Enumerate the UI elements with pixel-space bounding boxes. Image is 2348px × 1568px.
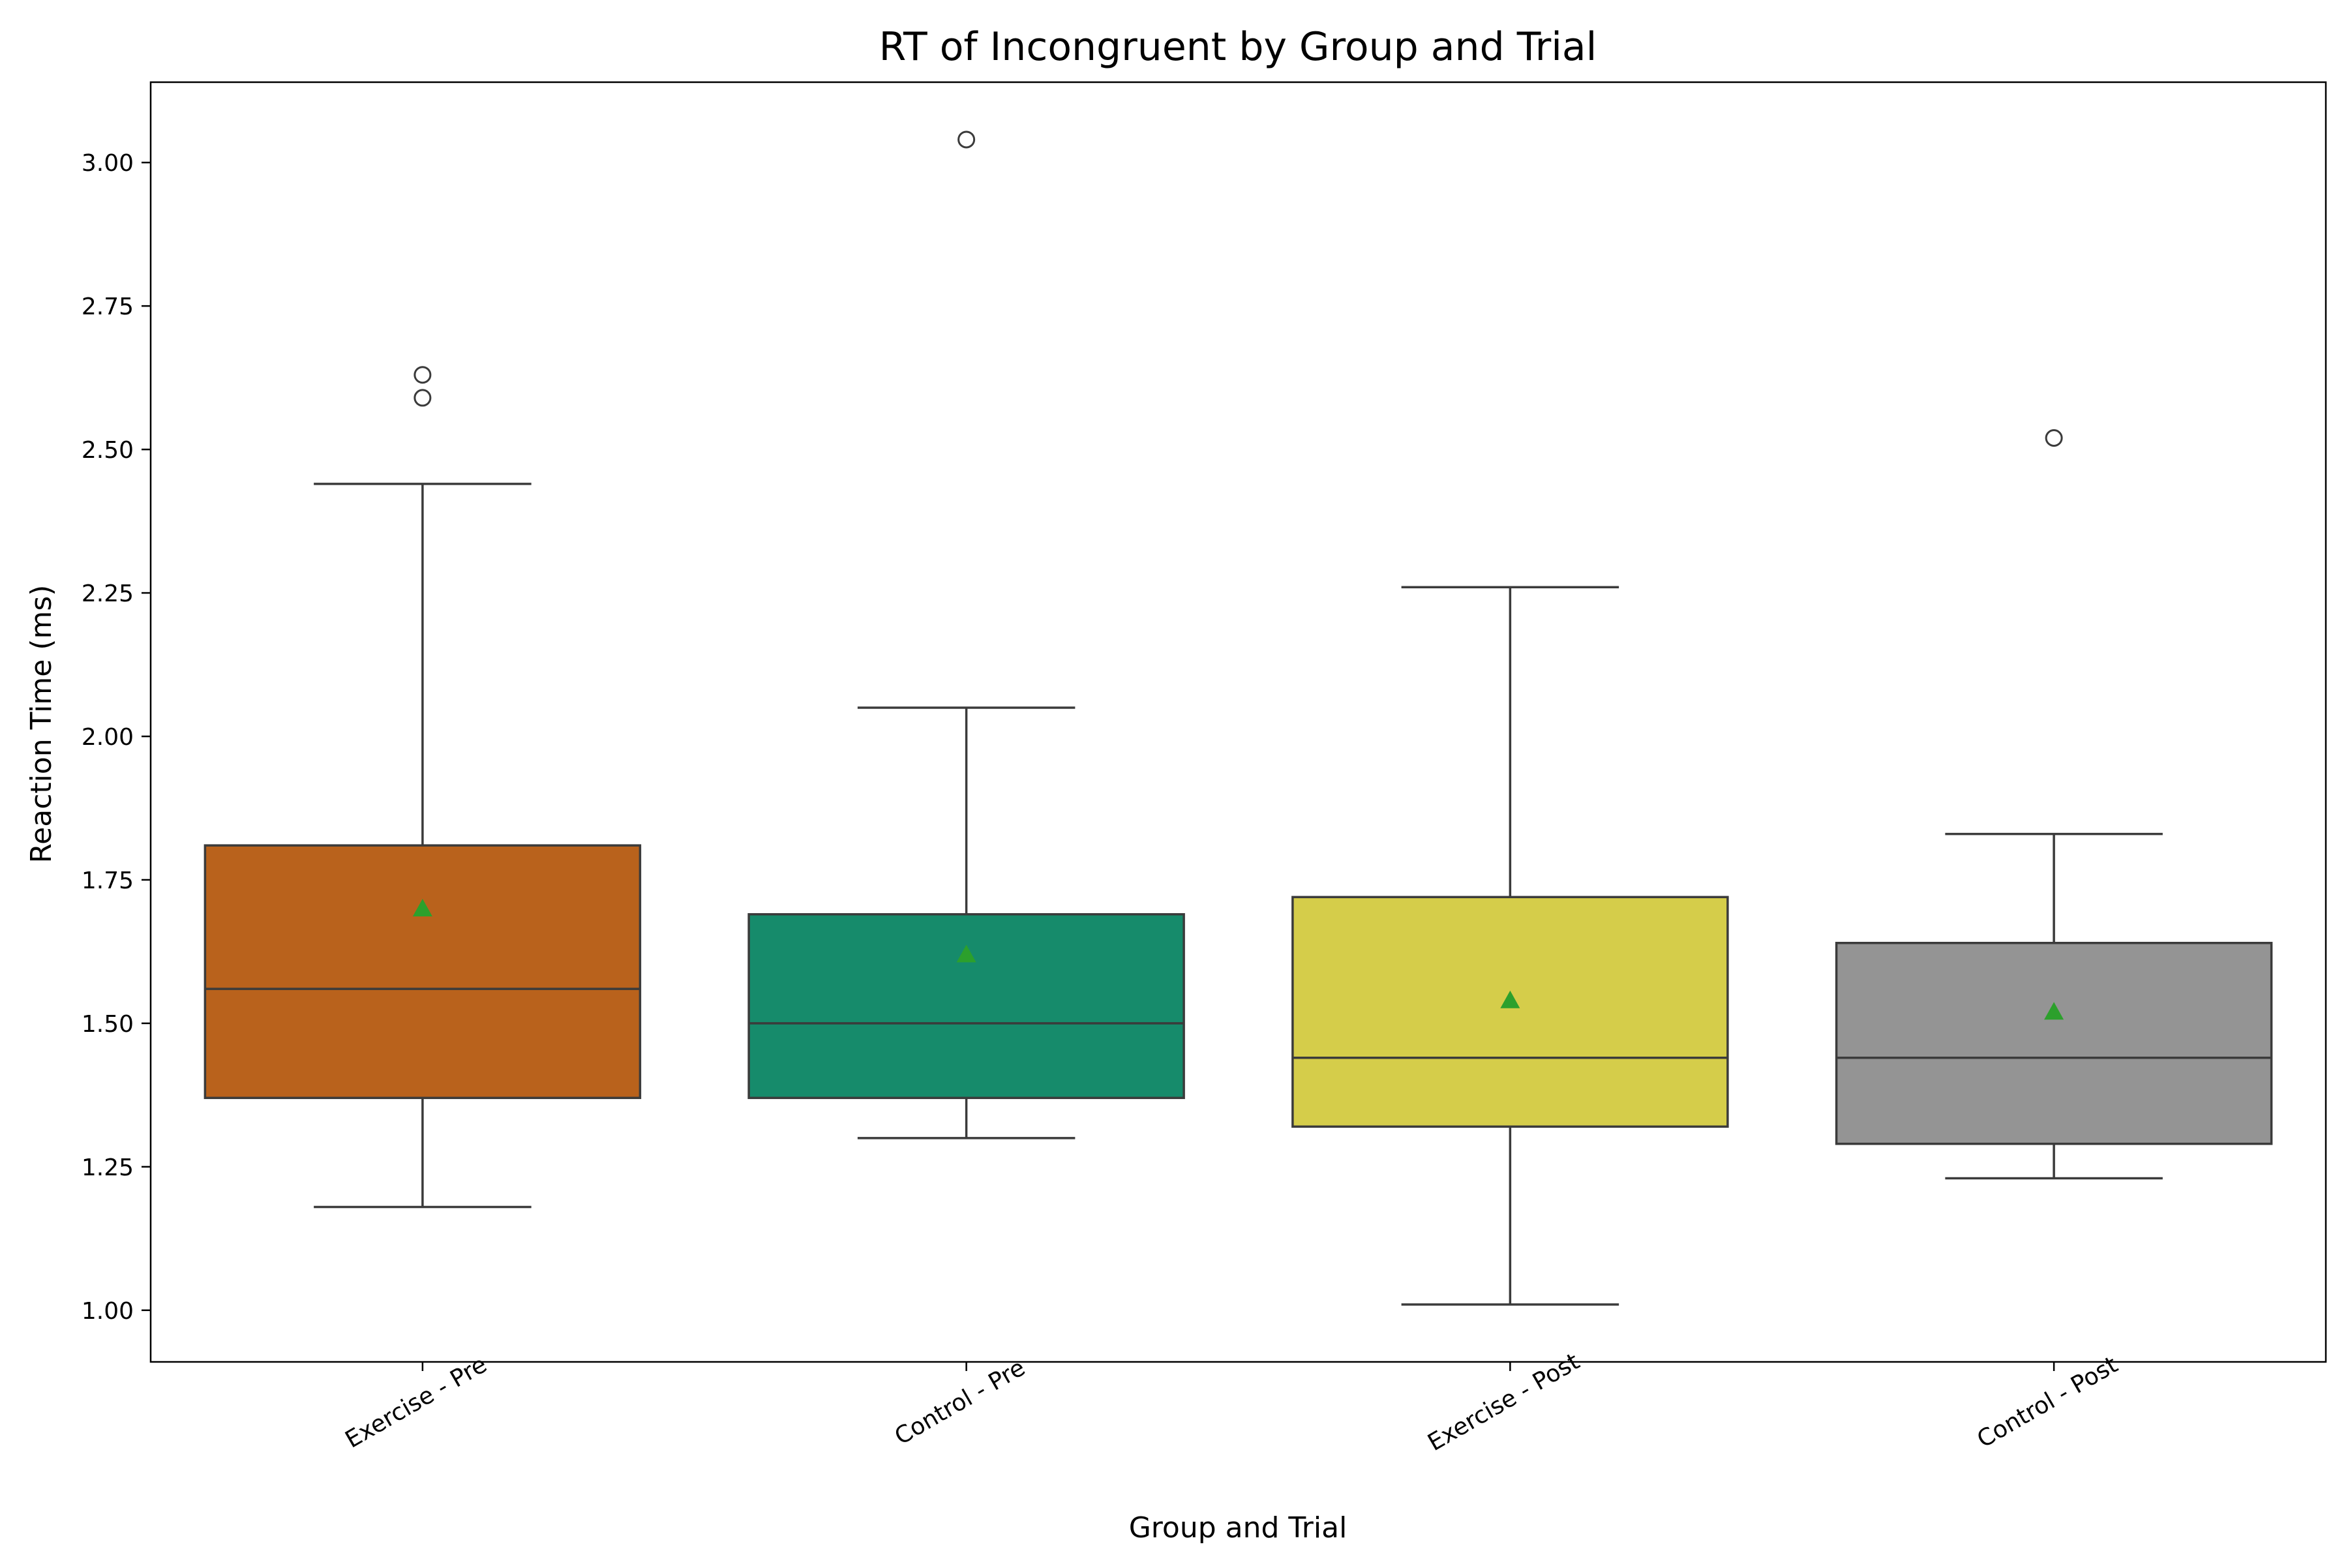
y-axis-label: Reaction Time (ms)	[25, 585, 58, 864]
mean-marker	[2044, 1002, 2064, 1020]
outlier-point	[957, 130, 976, 149]
y-tick-label: 3.00	[82, 150, 134, 177]
outlier-point	[414, 389, 432, 407]
x-axis-label: Group and Trial	[1129, 1511, 1347, 1545]
mean-marker	[956, 944, 976, 963]
box-iqr	[1291, 896, 1729, 1128]
mean-marker	[1500, 990, 1520, 1008]
mean-marker	[412, 898, 432, 916]
outlier-point	[2045, 429, 2063, 447]
box-iqr	[203, 844, 642, 1100]
y-tick-label: 1.00	[82, 1298, 134, 1325]
y-tick-label: 1.50	[82, 1011, 134, 1038]
y-tick-label: 2.75	[82, 294, 134, 320]
y-tick-label: 1.75	[82, 867, 134, 894]
outlier-point	[414, 366, 432, 384]
box-iqr	[1835, 941, 2273, 1145]
y-tick-label: 2.00	[82, 724, 134, 751]
box-iqr	[747, 912, 1185, 1100]
plot-frame	[149, 81, 2327, 1363]
y-tick-label: 1.25	[82, 1154, 134, 1181]
chart-title: RT of Incongruent by Group and Trial	[879, 24, 1597, 70]
y-tick-label: 2.25	[82, 580, 134, 607]
y-tick-label: 2.50	[82, 437, 134, 464]
